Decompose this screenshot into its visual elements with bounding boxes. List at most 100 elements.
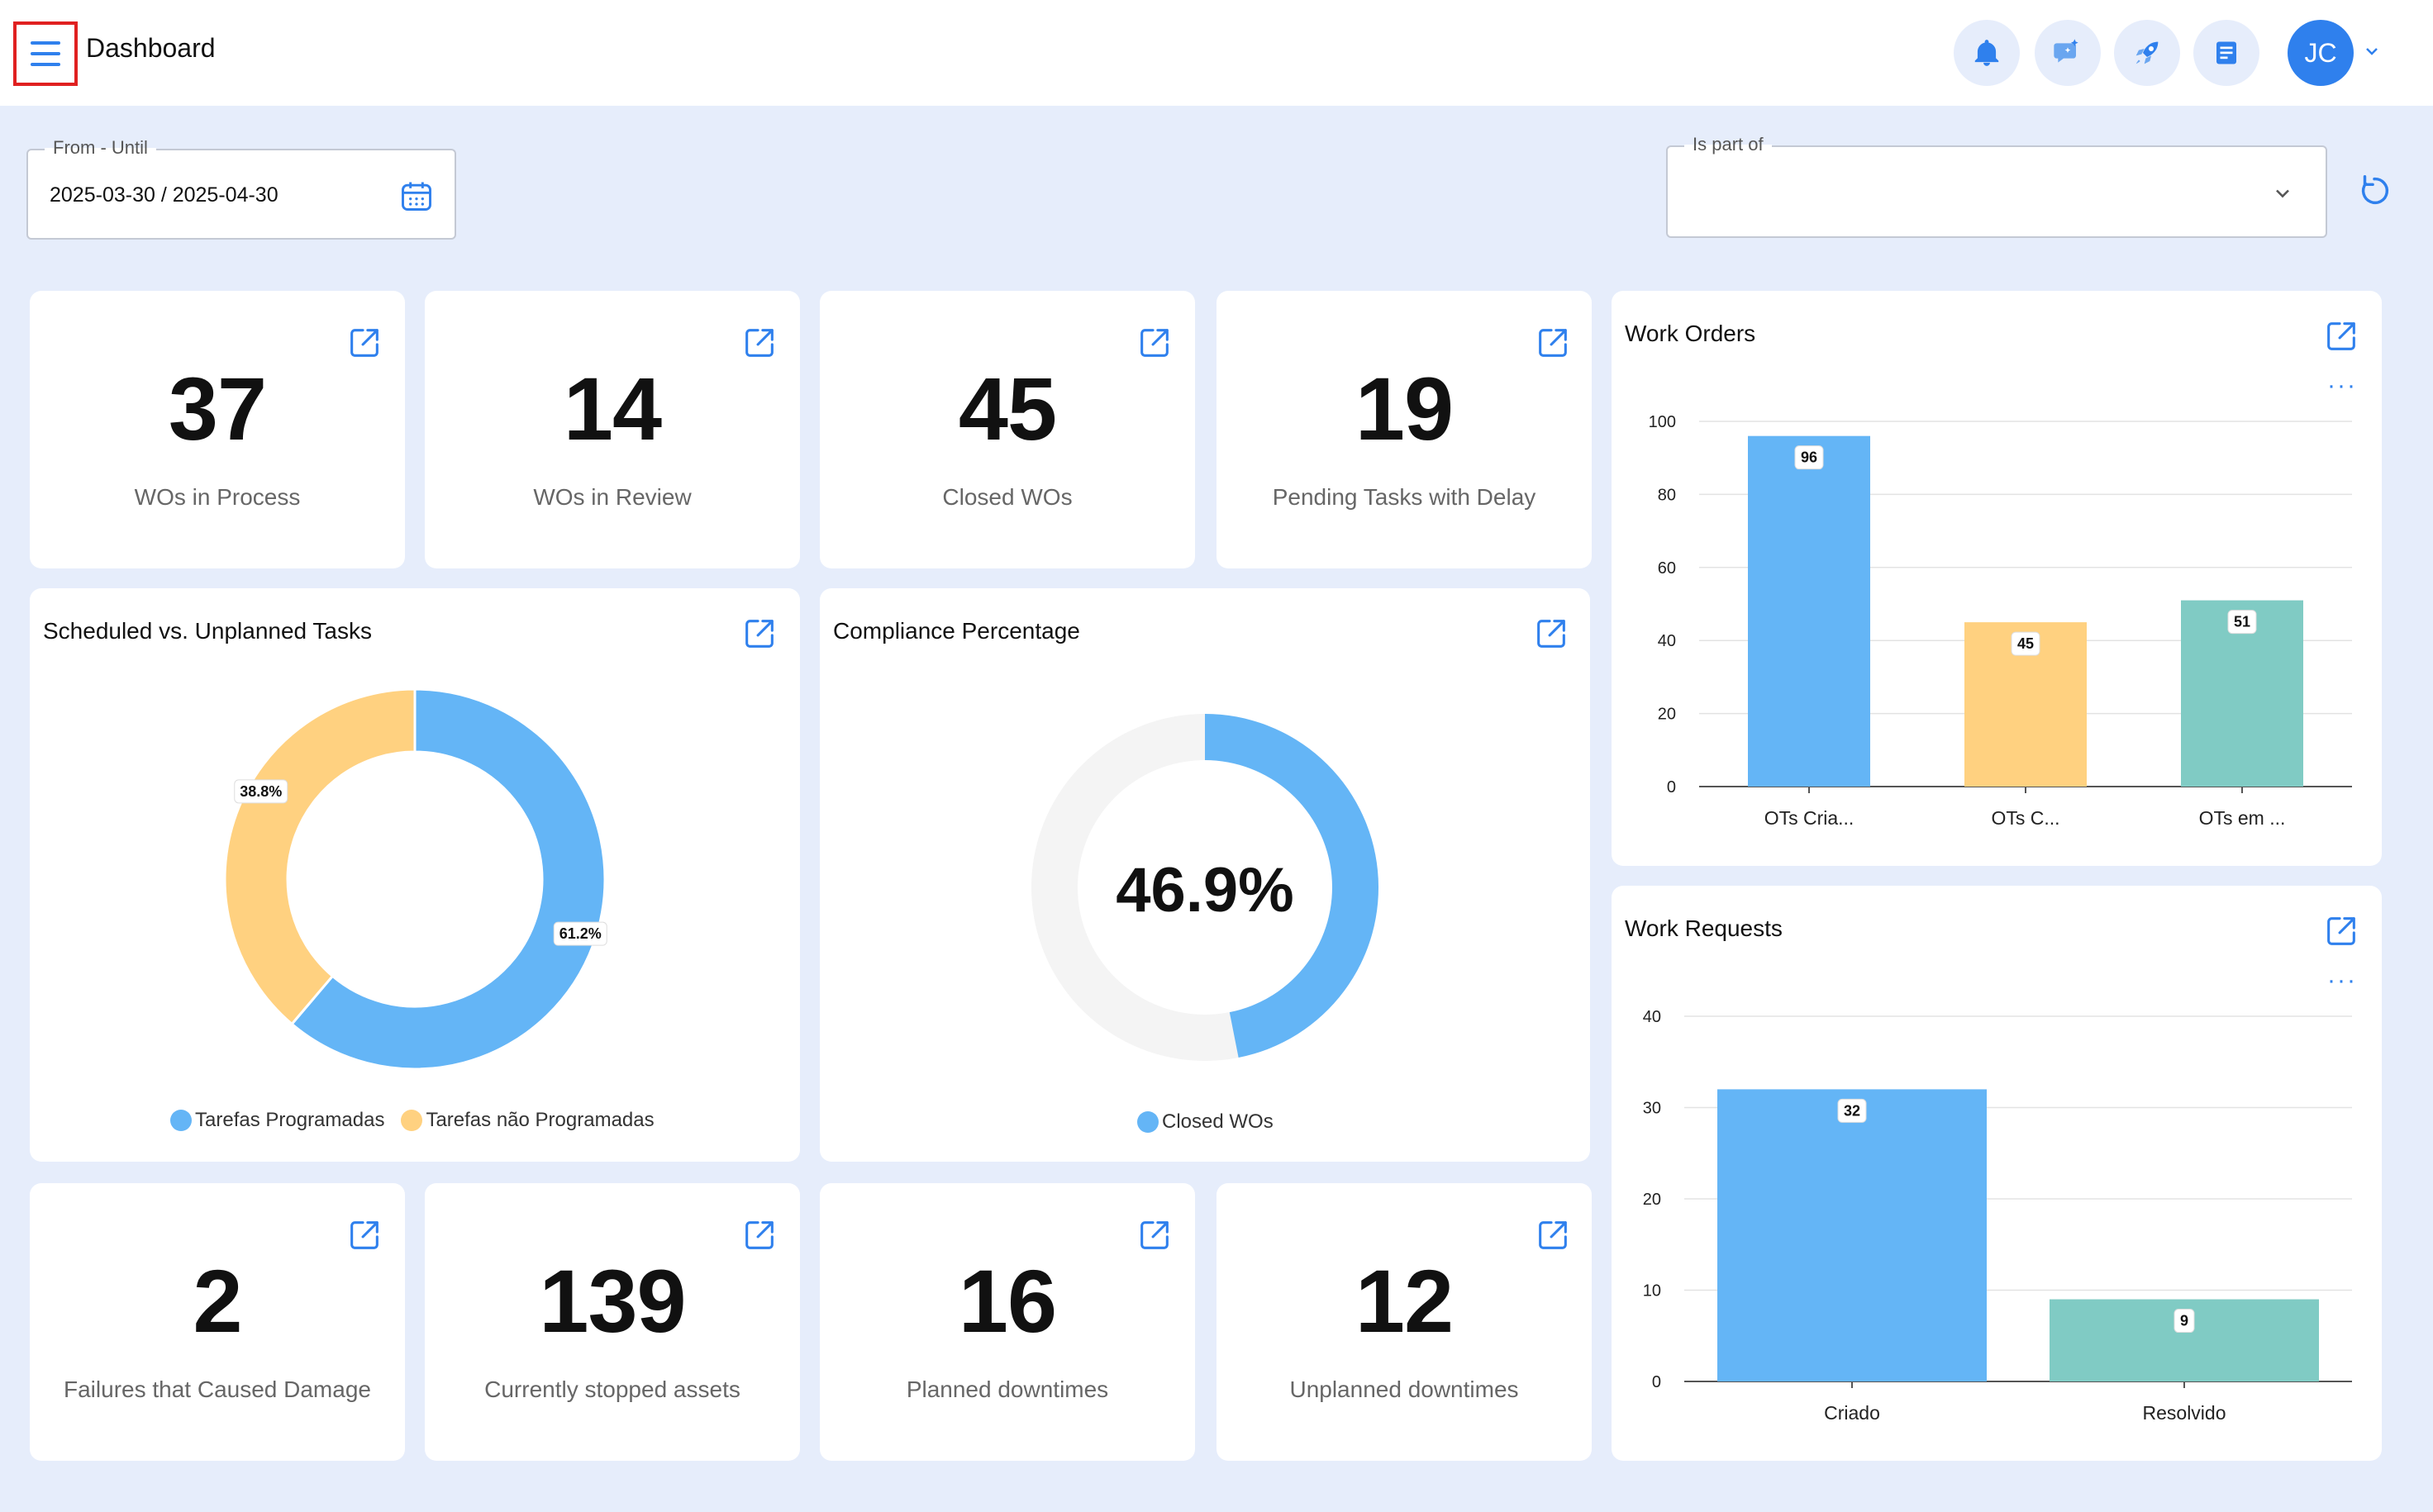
legend-label: Tarefas não Programadas	[426, 1109, 655, 1131]
work-orders-bar-chart: 0 20 40 60 80 100 OTs Cria... 96 OTs C... 45 OTs e…	[1649, 413, 2352, 829]
kpi-card-wos-in-process[interactable]: 37 WOs in Process	[30, 291, 405, 568]
page-title: Dashboard	[86, 33, 216, 63]
external-link-icon[interactable]	[1534, 1216, 1572, 1254]
kpi-label: Pending Tasks with Delay	[1272, 484, 1536, 510]
slice-data-label: 38.8%	[234, 779, 288, 804]
external-link-icon[interactable]	[1532, 615, 1570, 653]
work-requests-card: Work Requests ··· 0 10 20 30 40 Criado 32 Resol…	[1612, 886, 2382, 1461]
kpi-card-closed-wos[interactable]: 45 Closed WOs	[820, 291, 1195, 568]
hamburger-menu-button[interactable]	[13, 21, 78, 86]
external-link-icon[interactable]	[740, 1216, 778, 1254]
kpi-card-failures-damage[interactable]: 2 Failures that Caused Damage	[30, 1183, 405, 1461]
y-tick-label: 40	[1643, 1008, 1661, 1026]
hamburger-icon	[31, 41, 60, 66]
y-tick-label: 80	[1658, 486, 1676, 504]
legend-item[interactable]: Closed WOs	[1137, 1110, 1274, 1134]
kpi-value: 2	[193, 1251, 242, 1351]
svg-text:38.8%: 38.8%	[240, 783, 282, 800]
more-options-button[interactable]: ···	[2327, 967, 2357, 994]
legend-item[interactable]: Tarefas não Programadas	[401, 1109, 655, 1132]
x-tick-label: OTs em ...	[2199, 807, 2286, 829]
chart-title: Scheduled vs. Unplanned Tasks	[43, 618, 372, 644]
refresh-icon[interactable]	[2355, 172, 2393, 210]
ai-chat-button[interactable]	[2035, 20, 2101, 86]
bar-data-label: 51	[2227, 610, 2257, 635]
work-orders-card: Work Orders ··· 0 20 40 60 80 100 OTs Cria... 9…	[1612, 291, 2382, 866]
y-tick-label: 0	[1667, 778, 1676, 796]
legend-label: Tarefas Programadas	[195, 1109, 385, 1131]
compliance-donut-chart	[1031, 714, 1379, 1061]
kpi-card-planned-downtimes[interactable]: 16 Planned downtimes	[820, 1183, 1195, 1461]
calendar-icon[interactable]	[398, 177, 435, 215]
legend-label: Closed WOs	[1162, 1110, 1274, 1133]
kpi-label: Currently stopped assets	[484, 1376, 740, 1402]
chart-title: Work Orders	[1625, 321, 1756, 346]
bell-icon	[1974, 40, 1999, 66]
x-tick-label: OTs Cria...	[1764, 807, 1855, 829]
kpi-card-wos-in-review[interactable]: 14 WOs in Review	[425, 291, 800, 568]
kpi-value: 139	[539, 1251, 686, 1351]
quick-launch-button[interactable]	[2114, 20, 2180, 86]
kpi-label: WOs in Process	[134, 484, 301, 510]
kpi-value: 14	[563, 359, 662, 459]
y-tick-label: 60	[1658, 559, 1676, 578]
kpi-value: 12	[1355, 1251, 1454, 1351]
donut-slice-closed-wos[interactable]	[1205, 714, 1379, 1058]
more-options-button[interactable]: ···	[2327, 372, 2357, 399]
bar-data-label: 9	[2174, 1309, 2195, 1334]
external-link-icon[interactable]	[1534, 324, 1572, 362]
external-link-icon[interactable]	[740, 615, 778, 653]
date-range-field[interactable]: From - Until 2025-03-30 / 2025-04-30	[26, 137, 456, 240]
external-link-icon[interactable]	[1136, 324, 1174, 362]
bar[interactable]	[1748, 435, 1870, 787]
bar-data-label: 32	[1837, 1098, 1867, 1123]
kpi-value: 16	[958, 1251, 1057, 1351]
svg-text:96: 96	[1801, 449, 1817, 466]
donut-slice-0[interactable]	[290, 687, 607, 1071]
chat-sparkle-icon	[2054, 39, 2078, 63]
external-link-icon[interactable]	[345, 324, 383, 362]
bar[interactable]	[1717, 1089, 1987, 1381]
chart-title: Work Requests	[1625, 915, 1783, 941]
kpi-card-stopped-assets[interactable]: 139 Currently stopped assets	[425, 1183, 800, 1461]
rocket-icon	[2135, 41, 2159, 64]
documentation-button[interactable]	[2193, 20, 2259, 86]
bar-data-label: 45	[2011, 631, 2040, 656]
chart-legend: Tarefas Programadas Tarefas não Programa…	[170, 1109, 666, 1132]
kpi-label: Failures that Caused Damage	[64, 1376, 371, 1402]
y-tick-label: 10	[1643, 1282, 1661, 1300]
chevron-down-icon[interactable]	[2271, 182, 2294, 205]
external-link-icon[interactable]	[1136, 1216, 1174, 1254]
kpi-card-pending-tasks-delay[interactable]: 19 Pending Tasks with Delay	[1216, 291, 1592, 568]
chevron-down-icon[interactable]	[2362, 41, 2382, 61]
book-icon	[2216, 41, 2236, 64]
kpi-card-unplanned-downtimes[interactable]: 12 Unplanned downtimes	[1216, 1183, 1592, 1461]
date-range-value[interactable]: 2025-03-30 / 2025-04-30	[50, 183, 279, 207]
external-link-icon[interactable]	[2322, 912, 2360, 950]
bar-data-label: 96	[1794, 445, 1824, 470]
is-part-of-select[interactable]: Is part of	[1666, 134, 2327, 238]
user-avatar[interactable]: JC	[2288, 20, 2354, 86]
y-tick-label: 20	[1643, 1191, 1661, 1209]
external-link-icon[interactable]	[740, 324, 778, 362]
x-tick-label: Criado	[1824, 1402, 1880, 1424]
compliance-percentage-card: Compliance Percentage 46.9% Closed WOs	[820, 588, 1590, 1162]
svg-text:9: 9	[2180, 1313, 2188, 1329]
legend-dot	[1137, 1111, 1159, 1133]
svg-text:61.2%: 61.2%	[559, 925, 602, 942]
scheduled-vs-unplanned-card: Scheduled vs. Unplanned Tasks 61.2% 38.8%…	[30, 588, 800, 1162]
x-tick-label: Resolvido	[2143, 1402, 2226, 1424]
svg-text:45: 45	[2017, 635, 2034, 652]
svg-text:51: 51	[2234, 614, 2250, 630]
x-tick-label: OTs C...	[1991, 807, 2059, 829]
external-link-icon[interactable]	[2322, 317, 2360, 355]
external-link-icon[interactable]	[345, 1216, 383, 1254]
kpi-value: 19	[1355, 359, 1454, 459]
y-tick-label: 0	[1652, 1373, 1661, 1391]
legend-item[interactable]: Tarefas Programadas	[170, 1109, 384, 1132]
notifications-button[interactable]	[1954, 20, 2020, 86]
donut-slice-1[interactable]	[223, 687, 417, 1026]
y-tick-label: 100	[1649, 413, 1676, 431]
chart-legend: Closed WOs	[1137, 1110, 1285, 1134]
slice-data-label: 61.2%	[553, 921, 607, 946]
